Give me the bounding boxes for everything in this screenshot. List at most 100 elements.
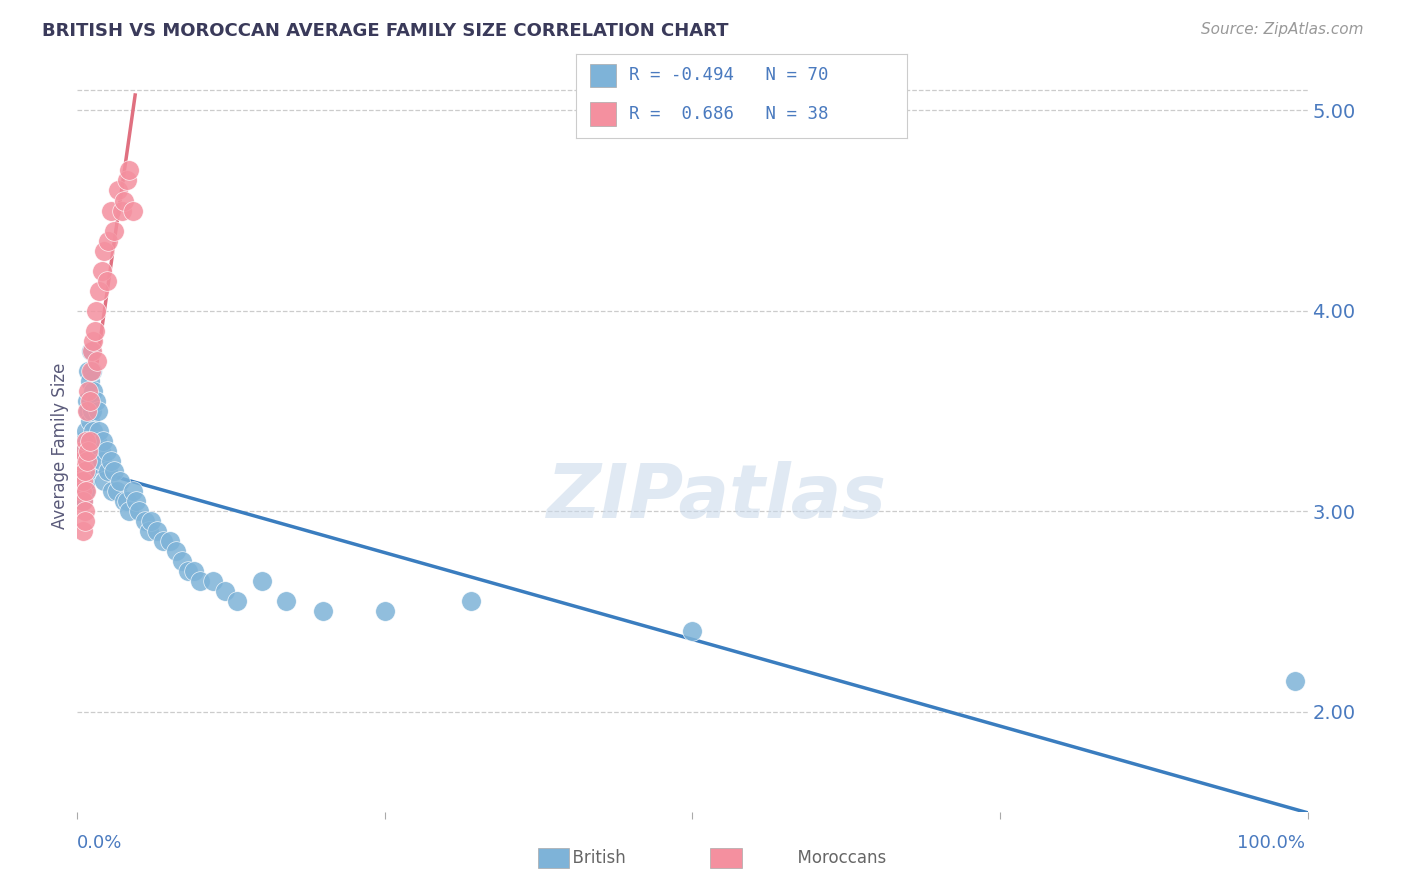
- Point: [77, 384, 100, 398]
- Point: [70, 484, 93, 499]
- Point: [276, 594, 298, 608]
- Point: [103, 464, 125, 478]
- Point: [146, 524, 169, 538]
- Point: [72, 494, 94, 508]
- Point: [73, 484, 96, 499]
- Point: [183, 564, 205, 578]
- Point: [70, 444, 93, 458]
- Text: R = -0.494   N = 70: R = -0.494 N = 70: [630, 66, 828, 84]
- Point: [134, 514, 156, 528]
- Point: [77, 444, 100, 458]
- Point: [93, 244, 115, 258]
- Point: [100, 203, 122, 218]
- Point: [80, 343, 103, 358]
- Point: [118, 163, 141, 178]
- Point: [72, 484, 94, 499]
- Point: [77, 364, 100, 378]
- Point: [128, 504, 150, 518]
- Point: [83, 324, 105, 338]
- Point: [79, 454, 101, 468]
- Point: [97, 464, 120, 478]
- Point: [73, 464, 96, 478]
- Text: Source: ZipAtlas.com: Source: ZipAtlas.com: [1201, 22, 1364, 37]
- Point: [70, 434, 93, 448]
- Point: [101, 484, 124, 499]
- Point: [75, 454, 97, 468]
- Point: [70, 474, 93, 488]
- Point: [250, 574, 273, 589]
- Point: [86, 354, 108, 368]
- Point: [73, 514, 96, 528]
- Text: British: British: [562, 849, 626, 867]
- Point: [112, 194, 135, 208]
- Point: [72, 464, 94, 478]
- Point: [141, 514, 163, 528]
- Point: [105, 484, 128, 499]
- Point: [190, 574, 212, 589]
- Point: [177, 564, 200, 578]
- Point: [97, 234, 120, 248]
- Point: [112, 494, 135, 508]
- Point: [312, 604, 335, 618]
- Point: [89, 284, 111, 298]
- Point: [82, 364, 104, 378]
- Point: [76, 454, 98, 468]
- Point: [111, 203, 132, 218]
- Point: [80, 393, 103, 408]
- Point: [100, 454, 122, 468]
- Point: [89, 424, 111, 438]
- Point: [72, 494, 94, 508]
- Point: [75, 434, 97, 448]
- Point: [70, 444, 93, 458]
- Point: [79, 393, 101, 408]
- Point: [125, 494, 148, 508]
- Text: 0.0%: 0.0%: [77, 834, 122, 852]
- Point: [79, 414, 101, 428]
- Point: [138, 524, 160, 538]
- Point: [96, 274, 118, 288]
- Point: [103, 223, 125, 237]
- Bar: [710, 848, 742, 868]
- Point: [82, 404, 104, 418]
- Point: [82, 424, 104, 438]
- Point: [460, 594, 482, 608]
- Point: [76, 464, 98, 478]
- Point: [152, 534, 174, 549]
- Point: [91, 434, 114, 448]
- Text: R =  0.686   N = 38: R = 0.686 N = 38: [630, 105, 828, 123]
- Point: [79, 434, 101, 448]
- Point: [75, 484, 97, 499]
- Point: [90, 444, 112, 458]
- Point: [76, 393, 98, 408]
- Point: [82, 334, 104, 348]
- Point: [72, 524, 94, 538]
- Text: Moroccans: Moroccans: [787, 849, 887, 867]
- Point: [87, 404, 110, 418]
- Point: [121, 203, 143, 218]
- Point: [76, 404, 98, 418]
- Y-axis label: Average Family Size: Average Family Size: [51, 363, 69, 529]
- Point: [118, 504, 141, 518]
- Point: [73, 504, 96, 518]
- Bar: [537, 848, 569, 868]
- Point: [1284, 674, 1306, 689]
- Point: [77, 444, 100, 458]
- Point: [70, 454, 93, 468]
- Point: [84, 303, 107, 318]
- Bar: [589, 63, 616, 87]
- Point: [214, 584, 236, 599]
- Point: [682, 624, 704, 639]
- Point: [107, 184, 129, 198]
- Point: [115, 173, 138, 187]
- Point: [84, 393, 107, 408]
- Point: [72, 474, 94, 488]
- Point: [86, 434, 108, 448]
- Point: [77, 404, 100, 418]
- Point: [75, 474, 97, 488]
- Point: [121, 484, 143, 499]
- Point: [82, 343, 104, 358]
- Point: [90, 454, 114, 468]
- Point: [165, 544, 187, 558]
- Point: [69, 454, 91, 468]
- Point: [170, 554, 193, 568]
